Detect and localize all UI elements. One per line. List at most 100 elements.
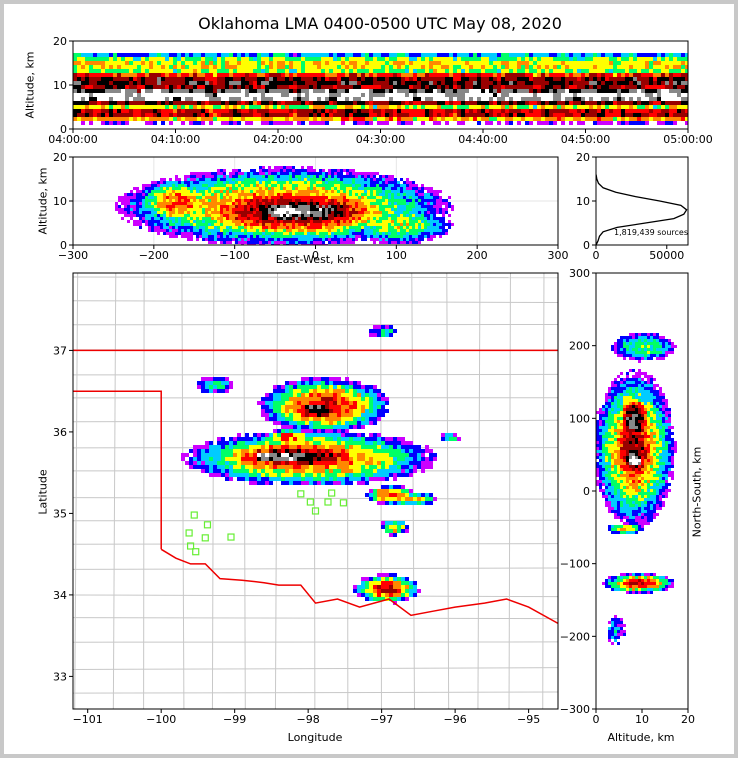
- east-west-cell: [199, 235, 202, 238]
- altitude-time-cell: [361, 69, 365, 73]
- altitude-time-cell: [585, 81, 589, 85]
- east-west-cell: [217, 184, 220, 187]
- altitude-time-cell: [277, 61, 281, 65]
- east-west-cell: [223, 184, 226, 187]
- altitude-time-cell: [569, 77, 573, 81]
- east-west-cell: [286, 238, 289, 241]
- altitude-time-cell: [353, 97, 357, 101]
- east-west-cell: [361, 184, 364, 187]
- altitude-time-cell: [101, 113, 105, 117]
- altitude-time-cell: [269, 61, 273, 65]
- east-west-cell: [382, 238, 385, 241]
- east-west-cell: [325, 202, 328, 205]
- east-west-cell: [325, 196, 328, 199]
- east-west-cell: [319, 241, 322, 244]
- altitude-time-cell: [125, 61, 129, 65]
- east-west-cell: [409, 217, 412, 220]
- altitude-time-cell: [77, 53, 81, 57]
- east-west-cell: [160, 190, 163, 193]
- altitude-time-cell: [73, 69, 77, 73]
- east-west-cell: [130, 190, 133, 193]
- east-west-cell: [352, 169, 355, 172]
- east-west-cell: [148, 229, 151, 232]
- east-west-cell: [169, 217, 172, 220]
- east-west-cell: [241, 205, 244, 208]
- altitude-time-cell: [501, 65, 505, 69]
- altitude-time-cell: [601, 109, 605, 113]
- altitude-time-cell: [513, 117, 517, 121]
- east-west-cell: [403, 205, 406, 208]
- east-west-cell: [391, 214, 394, 217]
- altitude-time-cell: [633, 89, 637, 93]
- x-tick-label: 04:30:00: [356, 133, 405, 146]
- altitude-time-cell: [657, 61, 661, 65]
- altitude-time-cell: [577, 85, 581, 89]
- altitude-time-cell: [245, 101, 249, 105]
- east-west-cell: [331, 175, 334, 178]
- east-west-cell: [316, 202, 319, 205]
- east-west-cell: [352, 223, 355, 226]
- east-west-cell: [385, 193, 388, 196]
- east-west-cell: [124, 205, 127, 208]
- altitude-time-cell: [405, 97, 409, 101]
- east-west-cell: [175, 223, 178, 226]
- east-west-cell: [220, 190, 223, 193]
- east-west-cell: [121, 211, 124, 214]
- altitude-time-cell: [189, 73, 193, 77]
- altitude-time-cell: [445, 65, 449, 69]
- altitude-time-cell: [169, 113, 173, 117]
- altitude-time-cell: [577, 77, 581, 81]
- east-west-cell: [367, 217, 370, 220]
- altitude-time-cell: [305, 53, 309, 57]
- east-west-cell: [382, 175, 385, 178]
- east-west-cell: [259, 235, 262, 238]
- east-west-cell: [355, 184, 358, 187]
- altitude-time-cell: [205, 61, 209, 65]
- east-west-cell: [301, 208, 304, 211]
- east-west-cell: [127, 196, 130, 199]
- altitude-time-cell: [513, 69, 517, 73]
- east-west-cell: [247, 232, 250, 235]
- east-west-cell: [193, 214, 196, 217]
- altitude-time-cell: [525, 101, 529, 105]
- altitude-time-cell: [673, 81, 677, 85]
- altitude-time-cell: [245, 117, 249, 121]
- east-west-cell: [397, 238, 400, 241]
- east-west-cell: [277, 232, 280, 235]
- east-west-cell: [193, 190, 196, 193]
- altitude-time-cell: [549, 69, 553, 73]
- altitude-time-cell: [445, 77, 449, 81]
- altitude-time-cell: [277, 93, 281, 97]
- east-west-cell: [412, 184, 415, 187]
- east-west-cell: [232, 238, 235, 241]
- altitude-time-cell: [233, 85, 237, 89]
- east-west-cell: [352, 238, 355, 241]
- east-west-cell: [373, 211, 376, 214]
- east-west-cell: [304, 214, 307, 217]
- east-west-cell: [166, 217, 169, 220]
- east-west-cell: [211, 175, 214, 178]
- altitude-time-cell: [393, 89, 397, 93]
- east-west-cell: [379, 205, 382, 208]
- altitude-time-cell: [409, 89, 413, 93]
- altitude-time-cell: [217, 85, 221, 89]
- altitude-time-cell: [229, 73, 233, 77]
- east-west-cell: [181, 217, 184, 220]
- east-west-cell: [166, 202, 169, 205]
- altitude-time-cell: [73, 73, 77, 77]
- east-west-cell: [295, 226, 298, 229]
- altitude-time-cell: [441, 69, 445, 73]
- east-west-cell: [205, 175, 208, 178]
- east-west-cell: [298, 169, 301, 172]
- altitude-time-cell: [417, 85, 421, 89]
- east-west-cell: [220, 238, 223, 241]
- east-west-cell: [169, 208, 172, 211]
- east-west-cell: [292, 211, 295, 214]
- altitude-time-cell: [457, 85, 461, 89]
- altitude-time-cell: [677, 77, 681, 81]
- altitude-time-cell: [553, 89, 557, 93]
- altitude-time-cell: [73, 53, 77, 57]
- altitude-time-cell: [657, 69, 661, 73]
- east-west-cell: [382, 223, 385, 226]
- east-west-cell: [232, 187, 235, 190]
